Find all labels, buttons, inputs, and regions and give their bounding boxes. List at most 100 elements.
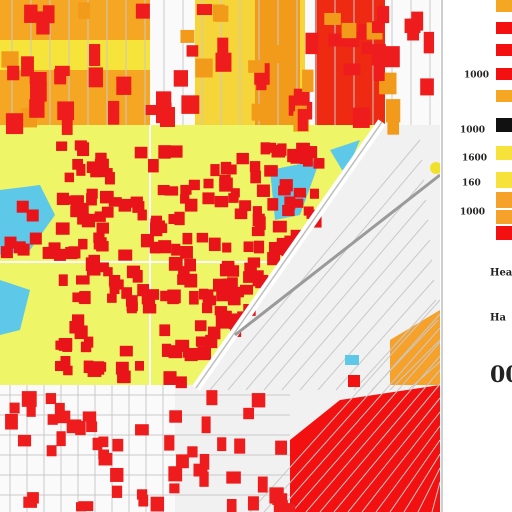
red-block xyxy=(228,193,239,203)
red-block xyxy=(61,113,73,135)
red-block xyxy=(214,5,229,22)
red-block xyxy=(203,289,214,300)
red-block xyxy=(108,197,122,207)
red-block xyxy=(54,68,67,85)
red-block xyxy=(4,236,17,249)
red-block xyxy=(126,299,137,314)
red-block xyxy=(175,339,190,353)
red-block xyxy=(80,341,92,353)
red-block xyxy=(352,107,370,128)
red-block xyxy=(99,190,114,204)
red-block xyxy=(78,238,88,250)
legend-swatch xyxy=(496,90,512,102)
red-block xyxy=(86,421,98,433)
red-block xyxy=(24,4,38,23)
red-block xyxy=(202,295,217,306)
red-block xyxy=(234,438,246,454)
red-block xyxy=(230,188,240,198)
red-block xyxy=(45,393,57,405)
street xyxy=(407,359,443,391)
red-block xyxy=(23,496,37,508)
red-block xyxy=(142,303,157,314)
red-block xyxy=(215,52,232,72)
red-block xyxy=(290,152,303,164)
red-block xyxy=(96,222,109,234)
red-block xyxy=(150,496,165,512)
red-block xyxy=(64,172,75,183)
red-block xyxy=(276,45,293,64)
red-block xyxy=(217,37,229,54)
legend-swatch xyxy=(496,192,512,208)
red-block xyxy=(107,293,117,303)
red-block xyxy=(176,454,189,469)
red-block xyxy=(149,241,161,254)
red-block xyxy=(159,324,171,337)
red-block xyxy=(134,361,144,371)
legend-swatch xyxy=(496,22,512,34)
red-block xyxy=(183,348,196,358)
red-block xyxy=(373,62,385,81)
red-block xyxy=(160,290,170,302)
legend-swatch xyxy=(496,210,512,224)
red-block xyxy=(141,292,156,305)
red-block xyxy=(47,414,58,425)
red-block xyxy=(5,113,24,135)
red-block xyxy=(148,159,159,173)
red-block xyxy=(198,288,209,300)
red-block xyxy=(214,306,228,316)
red-block xyxy=(252,213,265,227)
legend-swatch xyxy=(496,172,512,188)
red-block xyxy=(177,274,187,285)
red-block xyxy=(46,445,57,457)
red-block xyxy=(7,65,20,81)
red-block xyxy=(193,463,208,477)
red-block xyxy=(132,201,145,213)
red-block xyxy=(137,209,147,221)
red-block xyxy=(247,496,259,511)
red-block xyxy=(108,274,121,286)
red-block xyxy=(56,431,66,447)
red-block xyxy=(101,206,114,218)
red-block xyxy=(168,214,180,225)
red-block xyxy=(42,246,55,259)
red-block xyxy=(126,265,141,279)
red-block xyxy=(89,44,101,66)
red-block xyxy=(243,271,254,283)
street xyxy=(209,139,421,391)
red-block xyxy=(88,254,100,264)
red-block xyxy=(135,3,150,19)
red-block xyxy=(290,229,302,239)
legend-panel xyxy=(440,0,512,512)
red-block xyxy=(203,178,214,189)
red-block xyxy=(234,208,248,220)
street xyxy=(371,319,439,391)
red-block xyxy=(253,240,265,254)
red-block xyxy=(199,471,209,487)
red-block xyxy=(119,345,133,357)
red-block xyxy=(227,277,238,289)
red-block xyxy=(72,292,84,303)
street xyxy=(389,339,441,391)
red-block xyxy=(221,260,235,272)
water xyxy=(345,355,359,365)
red-block xyxy=(157,185,170,196)
red-block xyxy=(29,232,42,245)
red-block xyxy=(78,2,90,19)
red-block xyxy=(69,321,81,334)
red-block xyxy=(86,193,97,206)
red-block xyxy=(21,56,34,77)
street xyxy=(389,439,441,512)
red-block xyxy=(251,103,263,121)
red-block xyxy=(244,262,257,274)
red-block xyxy=(202,192,215,205)
red-block xyxy=(313,158,325,169)
red-block xyxy=(5,413,18,430)
water xyxy=(330,140,360,175)
street xyxy=(263,313,441,512)
red-block xyxy=(75,420,86,436)
red-block xyxy=(85,257,95,271)
red-block xyxy=(220,310,232,322)
red-block xyxy=(93,237,107,250)
red-block xyxy=(309,188,319,199)
legend-swatch xyxy=(496,44,512,56)
